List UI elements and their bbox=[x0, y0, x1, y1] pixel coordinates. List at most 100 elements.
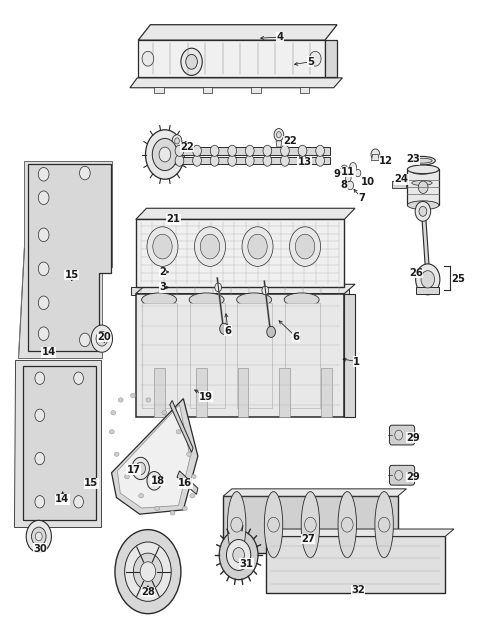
Circle shape bbox=[349, 163, 356, 171]
Polygon shape bbox=[251, 87, 260, 93]
Circle shape bbox=[232, 548, 244, 562]
Ellipse shape bbox=[192, 145, 201, 156]
Polygon shape bbox=[275, 141, 281, 147]
Circle shape bbox=[91, 325, 112, 352]
Circle shape bbox=[115, 530, 181, 614]
Circle shape bbox=[219, 323, 228, 334]
Bar bbox=[223, 496, 397, 553]
Polygon shape bbox=[344, 294, 354, 417]
Text: 8: 8 bbox=[340, 180, 347, 190]
Circle shape bbox=[152, 138, 177, 171]
Text: 2: 2 bbox=[159, 267, 166, 277]
Circle shape bbox=[295, 234, 314, 259]
Ellipse shape bbox=[245, 145, 254, 156]
Bar bbox=[196, 368, 206, 417]
Ellipse shape bbox=[262, 155, 271, 166]
Circle shape bbox=[132, 457, 149, 480]
Ellipse shape bbox=[262, 145, 271, 156]
Circle shape bbox=[273, 129, 283, 141]
Ellipse shape bbox=[284, 293, 318, 307]
Polygon shape bbox=[371, 154, 378, 161]
Text: 3: 3 bbox=[159, 282, 166, 292]
Circle shape bbox=[194, 227, 225, 266]
Ellipse shape bbox=[182, 506, 187, 510]
Circle shape bbox=[147, 472, 161, 490]
Text: 24: 24 bbox=[394, 174, 408, 184]
Polygon shape bbox=[136, 284, 354, 294]
Circle shape bbox=[340, 165, 347, 174]
Circle shape bbox=[38, 296, 49, 310]
Text: 22: 22 bbox=[283, 136, 296, 146]
Ellipse shape bbox=[227, 155, 236, 166]
Polygon shape bbox=[265, 529, 453, 536]
Text: 13: 13 bbox=[297, 157, 311, 167]
Ellipse shape bbox=[138, 494, 143, 498]
Ellipse shape bbox=[162, 410, 166, 415]
Bar bbox=[174, 157, 329, 164]
Bar bbox=[136, 294, 344, 417]
Ellipse shape bbox=[190, 494, 195, 498]
Bar bbox=[237, 368, 248, 417]
Ellipse shape bbox=[337, 492, 356, 557]
Bar bbox=[154, 368, 165, 417]
Circle shape bbox=[172, 135, 182, 147]
Polygon shape bbox=[299, 87, 309, 93]
Text: 10: 10 bbox=[360, 177, 374, 187]
Polygon shape bbox=[111, 399, 197, 514]
Circle shape bbox=[136, 462, 145, 475]
Circle shape bbox=[79, 166, 90, 180]
Ellipse shape bbox=[227, 492, 245, 557]
FancyBboxPatch shape bbox=[389, 425, 414, 445]
Bar bbox=[279, 368, 289, 417]
Text: 4: 4 bbox=[276, 32, 283, 42]
Ellipse shape bbox=[236, 293, 271, 307]
Polygon shape bbox=[28, 164, 110, 351]
Polygon shape bbox=[177, 471, 197, 494]
Bar bbox=[136, 219, 344, 287]
Circle shape bbox=[309, 51, 320, 66]
Circle shape bbox=[142, 51, 153, 66]
Text: 18: 18 bbox=[150, 476, 165, 486]
Ellipse shape bbox=[407, 201, 438, 210]
Ellipse shape bbox=[408, 167, 434, 176]
Text: 6: 6 bbox=[224, 326, 231, 336]
Text: 16: 16 bbox=[178, 478, 192, 488]
Circle shape bbox=[417, 181, 427, 193]
Circle shape bbox=[35, 496, 45, 508]
Circle shape bbox=[35, 532, 42, 541]
Circle shape bbox=[140, 562, 155, 582]
Circle shape bbox=[200, 234, 219, 259]
Circle shape bbox=[394, 430, 402, 440]
Bar bbox=[142, 303, 177, 408]
Text: 28: 28 bbox=[141, 587, 154, 597]
Polygon shape bbox=[130, 78, 342, 88]
Text: 1: 1 bbox=[352, 357, 359, 366]
Ellipse shape bbox=[154, 506, 159, 510]
Ellipse shape bbox=[141, 293, 176, 307]
Polygon shape bbox=[174, 147, 180, 153]
Circle shape bbox=[266, 326, 275, 337]
Circle shape bbox=[38, 262, 49, 276]
Polygon shape bbox=[14, 360, 101, 527]
Circle shape bbox=[261, 286, 268, 295]
Text: 14: 14 bbox=[55, 494, 69, 504]
Text: 23: 23 bbox=[406, 154, 419, 164]
Circle shape bbox=[226, 540, 250, 570]
Ellipse shape bbox=[280, 145, 288, 156]
Ellipse shape bbox=[176, 430, 181, 434]
Ellipse shape bbox=[170, 510, 175, 515]
Ellipse shape bbox=[130, 393, 135, 398]
Ellipse shape bbox=[408, 179, 434, 187]
Circle shape bbox=[267, 517, 279, 532]
Ellipse shape bbox=[411, 180, 431, 185]
Ellipse shape bbox=[315, 145, 324, 156]
Ellipse shape bbox=[118, 398, 123, 402]
Text: 29: 29 bbox=[406, 472, 419, 482]
Polygon shape bbox=[138, 40, 324, 77]
Circle shape bbox=[152, 234, 172, 259]
Circle shape bbox=[346, 181, 353, 190]
Ellipse shape bbox=[245, 155, 254, 166]
Ellipse shape bbox=[301, 492, 319, 557]
Circle shape bbox=[159, 147, 170, 162]
Bar bbox=[189, 303, 224, 408]
